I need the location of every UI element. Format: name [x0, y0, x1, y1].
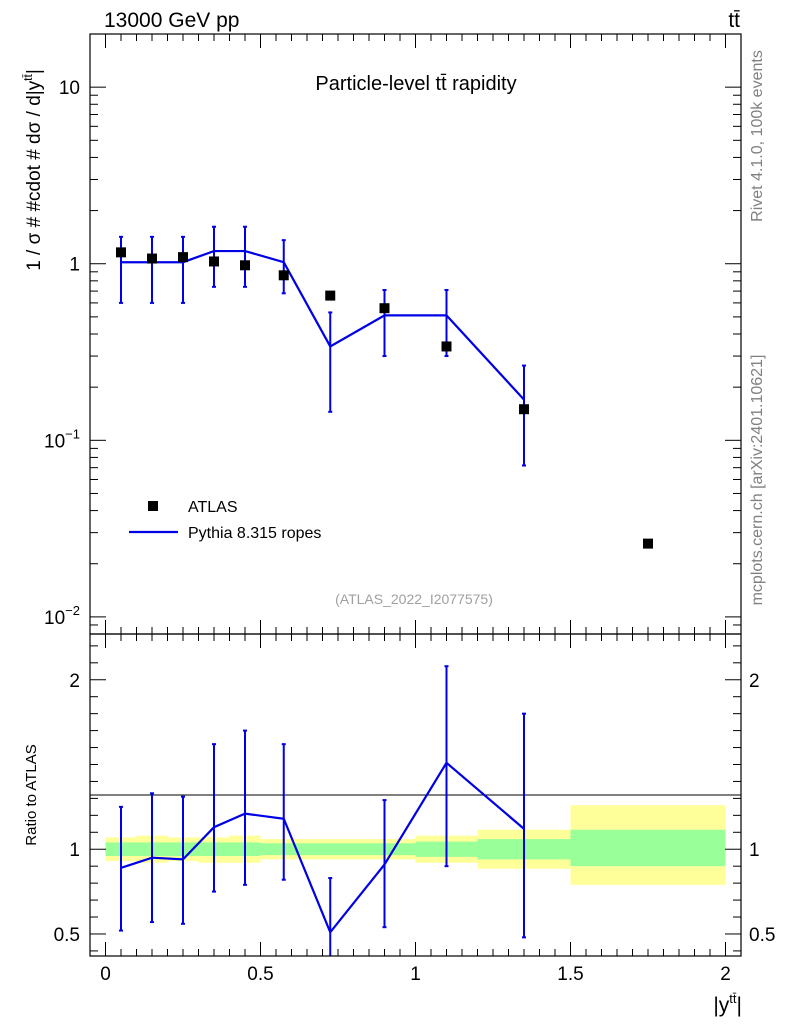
main-y-label-sup: tt̄ — [21, 73, 35, 80]
ratio-data-layer — [119, 665, 526, 956]
legend-label-pythia: Pythia 8.315 ropes — [188, 525, 321, 542]
ratio-x-label-sup: tt̄ — [729, 991, 737, 1006]
svg-text:1 / σ # #cdot # dσ / d|ytt̄|: 1 / σ # #cdot # dσ / d|ytt̄| — [21, 69, 45, 271]
energy-label: 13000 GeV pp — [104, 9, 239, 32]
atlas-data-point — [278, 270, 289, 281]
atlas-data-point — [325, 290, 336, 301]
ratio-x-tick-label: 1.5 — [557, 964, 583, 985]
main-y-tick-label-base: 10 — [44, 608, 65, 629]
ratio-x-tick-label: 0 — [100, 964, 111, 985]
atlas-data-point — [643, 538, 653, 549]
main-watermark: (ATLAS_2022_I2077575) — [335, 591, 493, 607]
main-x-ticks — [105, 34, 726, 634]
ratio-line — [120, 761, 525, 935]
ratio-band-green — [570, 829, 726, 867]
main-y-tick-label-base: 1 — [69, 255, 80, 276]
main-y-tick-label: 1 — [69, 255, 80, 276]
rivet-label: Rivet 4.1.0, 100k events — [749, 50, 766, 222]
atlas-data-point — [519, 404, 529, 415]
main-y-tick-label-exp: −1 — [65, 426, 80, 441]
legend-label-atlas: ATLAS — [188, 499, 238, 516]
atlas-data-point — [147, 253, 157, 264]
main-y-tick-label: 10−1 — [44, 426, 80, 452]
ratio-x-label-text: |y — [713, 994, 729, 1017]
ratio-bands-layer — [105, 805, 726, 885]
ratio-y-tick-label-right: 0.5 — [749, 925, 775, 946]
main-data-layer — [116, 225, 653, 549]
ratio-band-green — [307, 843, 354, 856]
main-y-tick-label-base: 10 — [59, 78, 80, 99]
legend-marker-atlas — [148, 501, 158, 511]
process-label: tt̄ — [728, 9, 740, 32]
ratio-y-tick-label-right: 2 — [749, 671, 760, 692]
ratio-y-tick-label: 1 — [69, 840, 80, 861]
ratio-x-tick-label: 0.5 — [247, 964, 273, 985]
ratio-panel: 2 2 1 1 0.5 0.5 0 0.5 1 1.5 2 Ratio to ATLAS |ytt… — [23, 633, 775, 1017]
main-y-label-close: | — [24, 69, 45, 74]
ratio-x-tick-label: 1 — [410, 964, 421, 985]
ratio-y-ticks: 2 2 1 1 0.5 0.5 — [54, 645, 775, 952]
main-y-label-text: 1 / σ # #cdot # dσ / d|y — [24, 80, 45, 270]
main-y-tick-label-exp: −2 — [65, 603, 80, 618]
source-label: mcplots.cern.ch [arXiv:2401.10621] — [749, 355, 766, 606]
atlas-data-point — [240, 260, 250, 271]
atlas-data-point — [116, 247, 126, 258]
ratio-x-axis-label: |ytt̄| — [713, 991, 742, 1017]
atlas-data-point — [209, 256, 219, 267]
ratio-x-tick-label: 2 — [720, 964, 731, 985]
main-y-axis-label: 1 / σ # #cdot # dσ / d|ytt̄| — [21, 69, 45, 271]
ratio-x-label-close: | — [737, 994, 742, 1017]
main-title: Particle-level tt̄ rapidity — [315, 73, 516, 95]
legend: ATLAS Pythia 8.315 ropes — [129, 499, 321, 542]
ratio-y-tick-label-right: 1 — [749, 840, 760, 861]
main-y-tick-label-base: 10 — [44, 431, 65, 452]
ratio-y-tick-label: 0.5 — [54, 925, 80, 946]
atlas-data-point — [178, 252, 188, 263]
atlas-data-point — [441, 341, 452, 352]
main-y-tick-label: 10−2 — [44, 603, 80, 629]
ratio-x-ticks: 0 0.5 1 1.5 2 — [100, 634, 731, 985]
main-y-tick-label: 10 — [59, 78, 80, 99]
ratio-y-axis-label: Ratio to ATLAS — [23, 744, 40, 845]
ratio-y-tick-label: 2 — [69, 671, 80, 692]
atlas-data-point — [379, 303, 390, 314]
pythia-line — [121, 249, 525, 401]
